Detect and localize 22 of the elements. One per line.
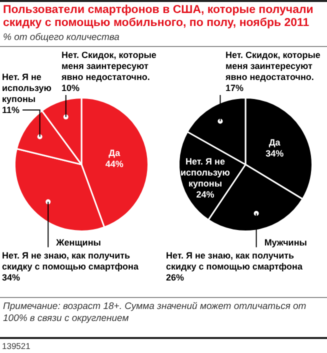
data-label: 44% xyxy=(105,159,124,170)
slice-label: Нет. Я не использую купоны xyxy=(180,156,230,189)
data-label: 10% xyxy=(62,83,80,93)
slice-label: Нет. Я не использую купоны xyxy=(2,72,52,104)
data-label: 24% xyxy=(196,190,214,200)
data-label: 17% xyxy=(226,83,244,93)
slice-label: Да xyxy=(108,148,122,158)
slice-label: Нет. Скидок, которые меня заинтересуют явно недостаточно. xyxy=(62,50,156,82)
text: Мужчины xyxy=(264,237,308,248)
text: 139521 xyxy=(2,341,30,351)
slice-label: Нет. Я не знаю, как получить скидку с помощью смартфона xyxy=(2,250,140,272)
chart-subtitle: % от общего количества xyxy=(3,32,120,43)
data-label: 34% xyxy=(266,148,284,159)
slice-label: Нет. Я не знаю, как получить скидку с помощью смартфона xyxy=(166,250,304,272)
text: Примечание: возраст 18+. Сумма значений может отличаться от 100% в связи с округлением xyxy=(3,301,308,325)
data-label: 34% xyxy=(2,272,20,282)
slice-label: Да xyxy=(268,138,282,148)
slice-label: Нет. Скидок, которые меня заинтересуют явно недостаточно. xyxy=(226,50,320,82)
data-label: 26% xyxy=(166,272,184,282)
data-label: 11% xyxy=(2,105,20,115)
text: Женщины xyxy=(55,237,102,248)
chart-title: Пользователи смартфонов в США, которые получали скидку с помощью мобильного, по полу, ноябрь 2011 xyxy=(3,4,314,30)
